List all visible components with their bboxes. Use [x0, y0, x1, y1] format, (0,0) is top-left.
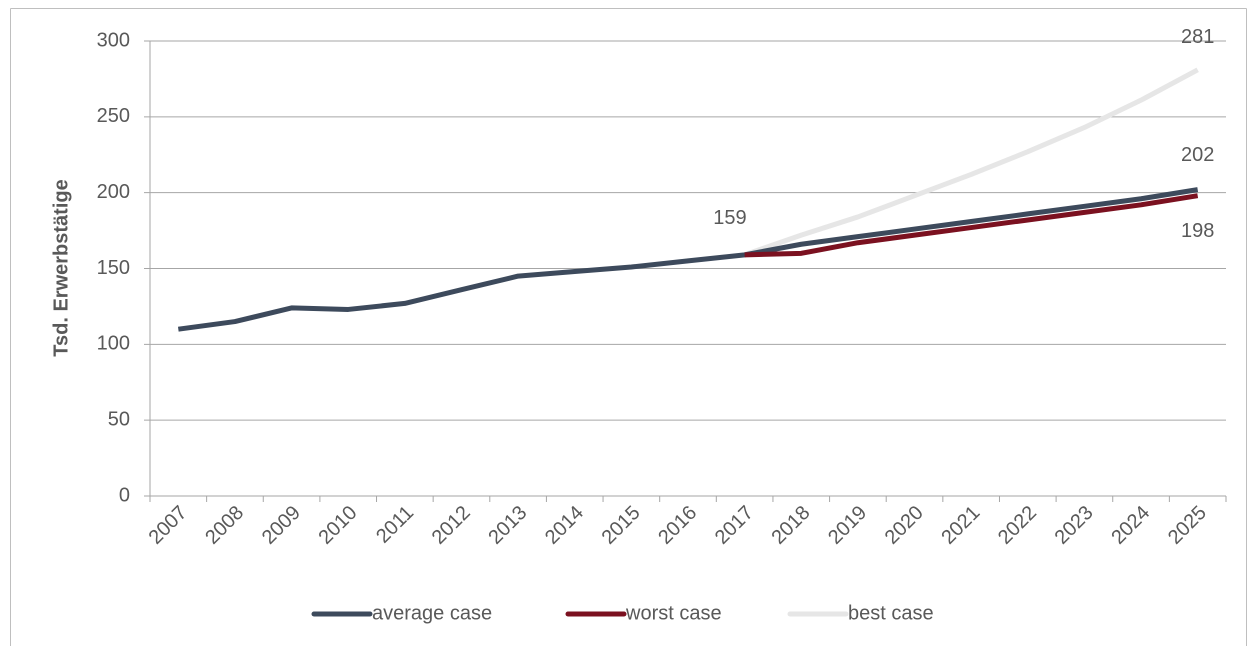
y-axis-label: Tsd. Erwerbstätige [50, 179, 72, 356]
x-tick-label: 2020 [881, 502, 928, 549]
x-tick-label: 2012 [428, 502, 475, 549]
line-series [177, 187, 1199, 332]
x-tick-label: 2025 [1164, 502, 1211, 549]
legend-label: worst case [625, 602, 722, 624]
x-tick-label: 2016 [654, 502, 701, 549]
x-tick-label: 2009 [258, 502, 305, 549]
x-tick-label: 2011 [372, 502, 418, 548]
y-tick-label: 150 [97, 257, 130, 279]
data-label: 202 [1181, 144, 1214, 166]
line-series [744, 193, 1199, 258]
line-series [743, 67, 1199, 258]
x-tick-label: 2015 [598, 502, 645, 549]
y-tick-label: 250 [97, 105, 130, 127]
y-tick-label: 300 [97, 29, 130, 51]
y-tick-label: 100 [97, 333, 130, 355]
x-tick-label: 2023 [1051, 502, 1098, 549]
x-tick-label: 2017 [711, 502, 758, 549]
y-tick-label: 50 [108, 408, 130, 430]
data-label: 198 [1181, 220, 1214, 242]
data-label: 159 [713, 207, 746, 229]
x-tick-label: 2013 [484, 502, 531, 549]
x-tick-label: 2021 [937, 502, 984, 549]
x-tick-label: 2014 [541, 502, 588, 549]
x-tick-label: 2010 [314, 502, 361, 549]
y-tick-label: 0 [119, 484, 130, 506]
x-tick-label: 2008 [201, 502, 248, 549]
x-tick-label: 2018 [768, 502, 815, 549]
y-tick-label: 200 [97, 181, 130, 203]
legend-label: average case [372, 602, 492, 624]
x-tick-label: 2007 [145, 502, 192, 549]
x-tick-label: 2024 [1107, 502, 1154, 549]
data-label: 281 [1181, 26, 1214, 48]
legend-label: best case [848, 602, 934, 624]
x-tick-label: 2022 [994, 502, 1041, 549]
x-tick-label: 2019 [824, 502, 871, 549]
